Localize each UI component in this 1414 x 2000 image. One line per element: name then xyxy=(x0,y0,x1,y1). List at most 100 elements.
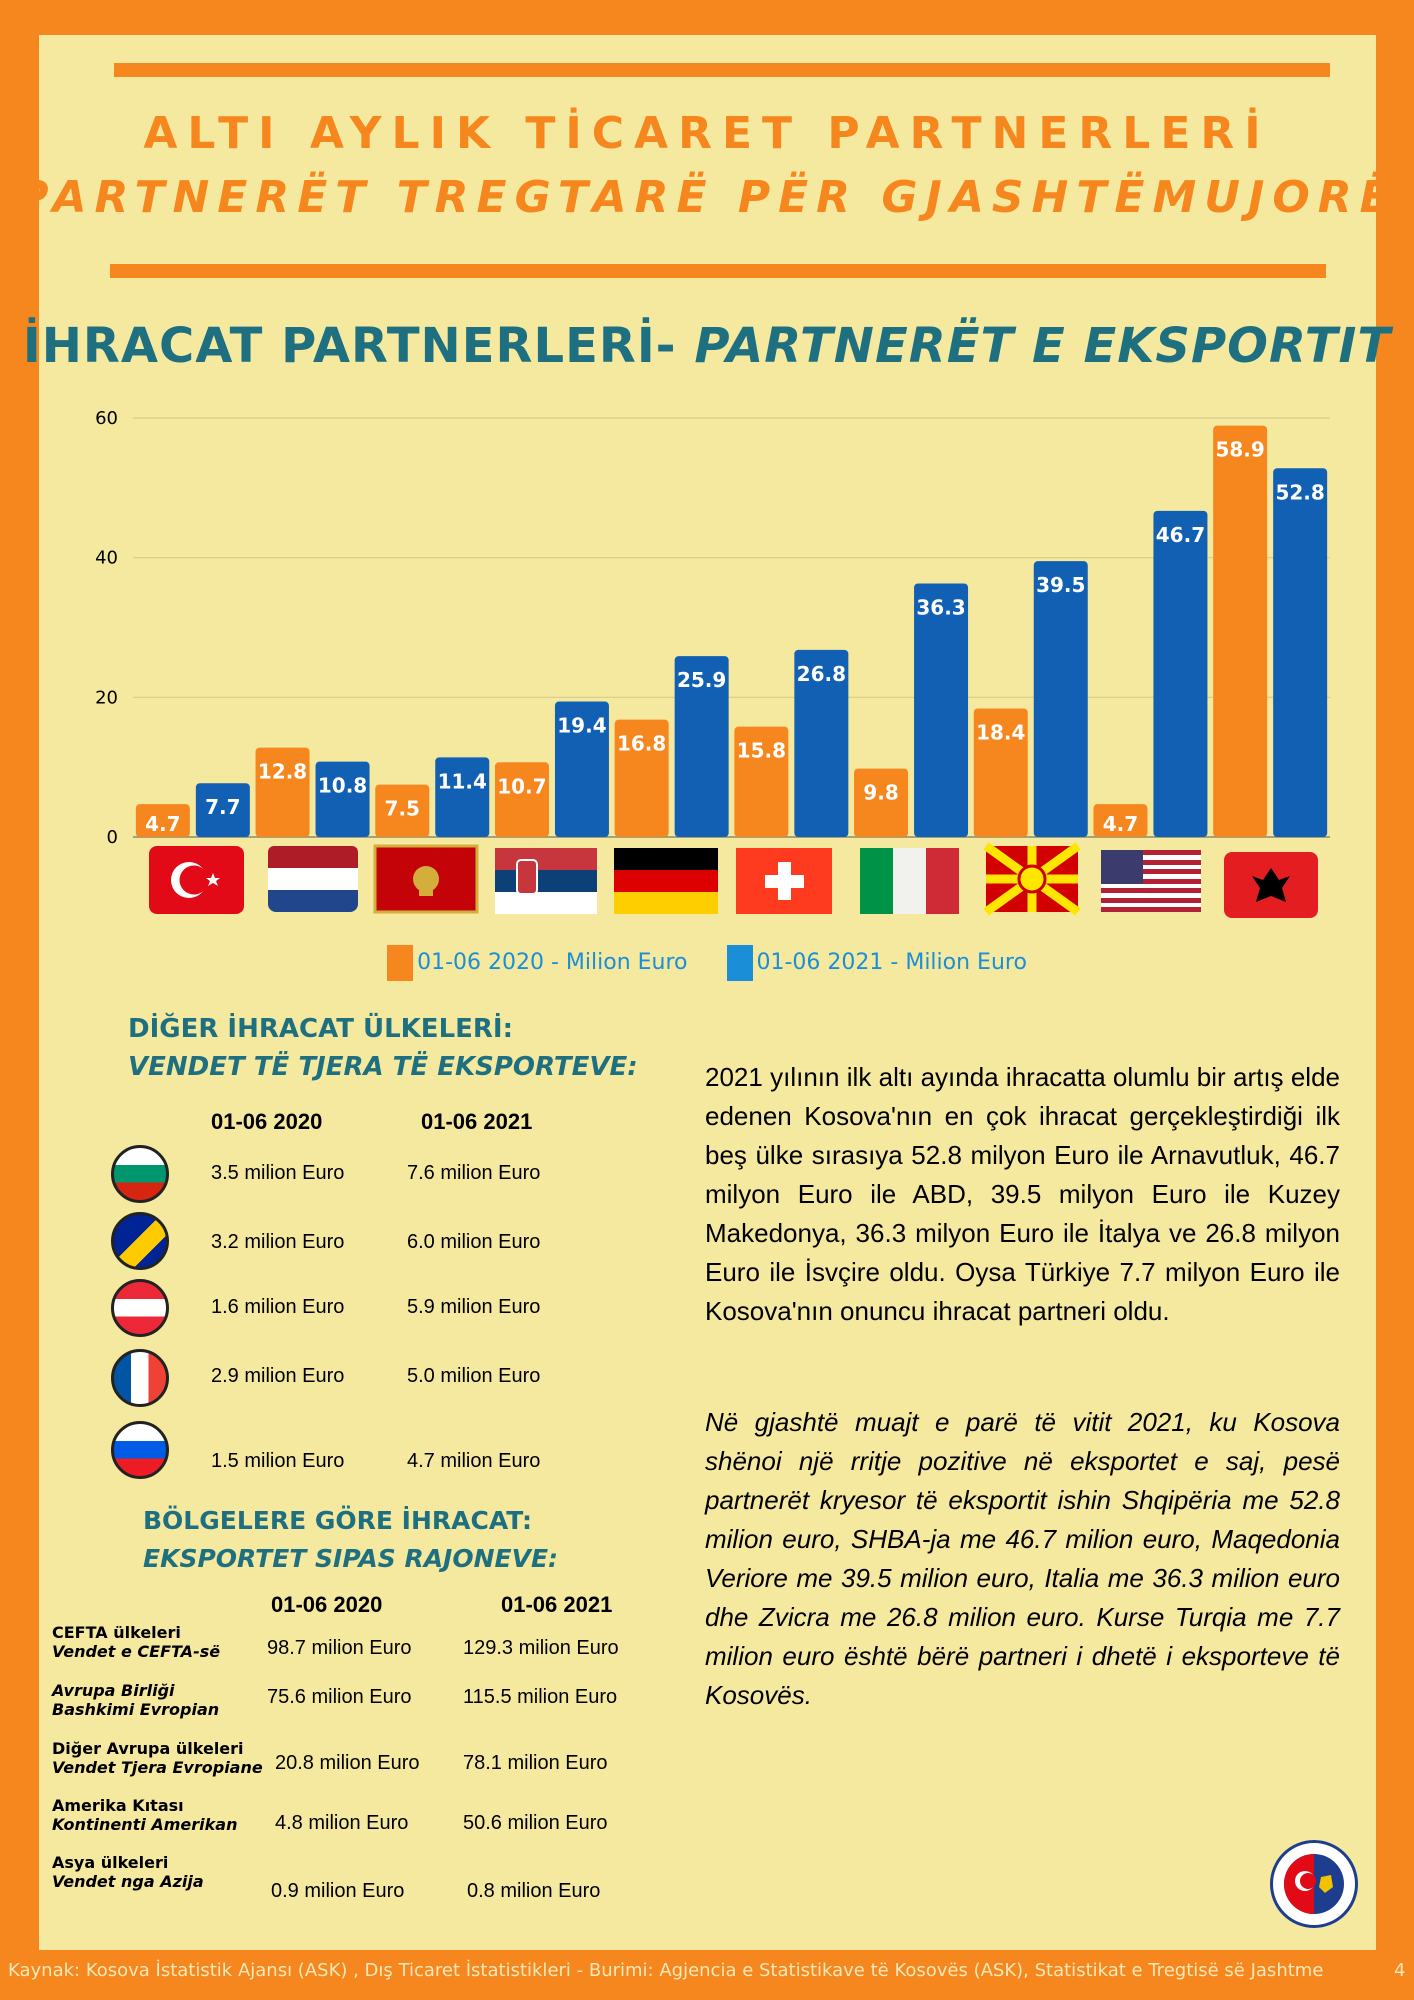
flag-bosnia-icon xyxy=(111,1212,169,1270)
region-row-2-sq: Bashkimi Evropian xyxy=(52,1700,220,1719)
other-row-3-2021: 5.9 milion Euro xyxy=(407,1296,541,1318)
bar-2020-5 xyxy=(614,719,669,837)
data-label-2021-4: 19.4 xyxy=(557,714,606,738)
bar-2020-6 xyxy=(734,726,789,837)
flag-france-icon xyxy=(111,1349,169,1407)
top-rule xyxy=(114,63,1330,77)
data-label-2020-4: 10.7 xyxy=(497,774,546,798)
bar-2020-3 xyxy=(375,784,430,837)
data-label-2021-3: 11.4 xyxy=(438,769,487,793)
bar-2021-3 xyxy=(435,757,490,837)
bar-2021-4 xyxy=(554,701,609,837)
region-row-5-label: Asya ülkeleri Vendet nga Azija xyxy=(52,1853,204,1891)
other-row-2-2020: 3.2 milion Euro xyxy=(211,1231,345,1253)
region-row-4-tr: Amerika Kıtası xyxy=(52,1796,184,1815)
region-row-1-sq: Vendet e CEFTA-së xyxy=(52,1642,221,1661)
data-label-2020-1: 4.7 xyxy=(145,812,180,836)
footer-source: Kaynak: Kosova İstatistik Ajansı (ASK) ,… xyxy=(8,1960,1324,1981)
bar-2021-2 xyxy=(315,761,370,837)
legend-label-2020: 01-06 2020 - Milion Euro xyxy=(417,950,688,975)
flag-montenegro-icon xyxy=(373,844,479,914)
bar-2021-9 xyxy=(1153,510,1208,837)
data-label-2021-2: 10.8 xyxy=(318,774,367,798)
content-panel xyxy=(39,35,1376,1950)
region-row-3-tr: Diğer Avrupa ülkeleri xyxy=(52,1739,244,1758)
legend-swatch-2021 xyxy=(726,945,753,981)
bar-2021-5 xyxy=(674,656,729,837)
region-row-5-tr: Asya ülkeleri xyxy=(52,1853,169,1872)
flag-turkey-icon xyxy=(149,846,244,914)
flag-netherlands-icon xyxy=(268,846,358,912)
title-turkish: ALTI AYLIK TİCARET PARTNERLERİ xyxy=(143,108,1271,159)
data-label-2021-1: 7.7 xyxy=(205,795,240,819)
chart-flags xyxy=(149,842,1318,918)
bar-2021-1 xyxy=(195,783,250,837)
y-tick-label: 0 xyxy=(107,827,118,848)
region-row-2-2020: 75.6 milion Euro xyxy=(267,1686,412,1708)
paragraph-turkish: 2021 yılının ilk altı ayında ihracatta o… xyxy=(705,1062,1340,1326)
regions-col-2020: 01-06 2020 xyxy=(271,1592,383,1617)
data-label-2020-9: 4.7 xyxy=(1103,812,1138,836)
legend-swatch-2020 xyxy=(387,945,414,981)
bar-2020-10 xyxy=(1213,425,1268,837)
region-row-1-2020: 98.7 milion Euro xyxy=(267,1637,412,1659)
chamber-logo-icon xyxy=(1270,1840,1358,1928)
chamber-logo-graphic xyxy=(1284,1854,1344,1914)
bar-2021-8 xyxy=(1033,561,1088,837)
data-label-2020-6: 15.8 xyxy=(737,739,786,763)
bar-2021-10 xyxy=(1273,468,1328,837)
bar-2020-8 xyxy=(973,708,1028,837)
region-row-2-label: Avrupa Birliği Bashkimi Evropian xyxy=(52,1681,219,1719)
regions-title-tr: BÖLGELERE GÖRE İHRACAT: xyxy=(143,1506,532,1535)
region-row-5-2021: 0.8 milion Euro xyxy=(467,1880,601,1902)
chart-grid: 0 20 40 60 xyxy=(95,408,1330,848)
other-row-4-2021: 5.0 milion Euro xyxy=(407,1365,541,1387)
data-label-2020-3: 7.5 xyxy=(385,797,420,821)
export-bar-chart: 0 20 40 60 4.7 7.7 12.8 10.8 7.5 11.4 10.7 19.4 16.… xyxy=(95,408,1330,918)
regions-col-2021: 01-06 2021 xyxy=(501,1592,613,1617)
title-albanian: PARTNERËT TREGTARË PËR GJASHTËMUJORË xyxy=(16,172,1398,223)
bar-2020-4 xyxy=(494,762,549,837)
data-label-2021-9: 46.7 xyxy=(1156,523,1205,547)
region-row-5-sq: Vendet nga Azija xyxy=(52,1872,204,1891)
region-row-1-label: CEFTA ülkeleri Vendet e CEFTA-së xyxy=(52,1623,220,1661)
other-row-1-2021: 7.6 milion Euro xyxy=(407,1162,541,1184)
other-exports-title-tr: DİĞER İHRACAT ÜLKELERİ: xyxy=(128,1014,513,1044)
other-col-2021: 01-06 2021 xyxy=(421,1109,533,1134)
other-row-2-2021: 6.0 milion Euro xyxy=(407,1231,541,1253)
bar-2020-2 xyxy=(255,747,310,837)
other-exports-title-sq: VENDET TË TJERA TË EKSPORTEVE: xyxy=(128,1052,638,1082)
y-tick-label: 40 xyxy=(95,548,118,569)
other-row-3-2020: 1.6 milion Euro xyxy=(211,1296,345,1318)
data-label-2020-2: 12.8 xyxy=(258,760,307,784)
chart-bars: 4.7 7.7 12.8 10.8 7.5 11.4 10.7 19.4 16.8 25.9 15.… xyxy=(135,425,1328,837)
region-row-1-tr: CEFTA ülkeleri xyxy=(52,1623,181,1642)
other-row-5-2020: 1.5 milion Euro xyxy=(211,1450,345,1472)
flag-switzerland-icon xyxy=(736,848,832,914)
export-partners-title: İHRACAT PARTNERLERİ- PARTNERËT E EKSPORT… xyxy=(0,318,1414,374)
other-col-2020: 01-06 2020 xyxy=(211,1109,323,1134)
flag-bulgaria-icon xyxy=(111,1145,169,1203)
region-row-3-sq: Vendet Tjera Evropiane xyxy=(52,1758,263,1777)
other-row-4-2020: 2.9 milion Euro xyxy=(211,1365,345,1387)
legend-item-2020: 01-06 2020 - Milion Euro xyxy=(387,945,688,981)
regions-title-sq: EKSPORTET SIPAS RAJONEVE: xyxy=(143,1544,559,1573)
region-row-4-2020: 4.8 milion Euro xyxy=(275,1812,409,1834)
data-label-2020-7: 9.8 xyxy=(863,781,898,805)
bar-2020-9 xyxy=(1093,804,1148,837)
y-tick-label: 60 xyxy=(95,408,118,429)
region-row-2-2021: 115.5 milion Euro xyxy=(463,1686,618,1708)
flag-usa-icon xyxy=(1101,850,1201,912)
regions-title: BÖLGELERE GÖRE İHRACAT: EKSPORTET SIPAS … xyxy=(143,1502,558,1578)
data-label-2021-5: 25.9 xyxy=(677,668,726,692)
flag-germany-icon xyxy=(614,848,718,914)
export-title-sq: PARTNERËT E EKSPORTIT xyxy=(694,318,1392,374)
bar-2021-6 xyxy=(794,649,849,837)
data-label-2020-8: 18.4 xyxy=(976,721,1025,745)
chart-legend: 01-06 2020 - Milion Euro 01-06 2021 - Mi… xyxy=(0,945,1414,981)
other-row-5-2021: 4.7 milion Euro xyxy=(407,1450,541,1472)
data-label-2021-7: 36.3 xyxy=(916,596,965,620)
flag-albania-icon xyxy=(1224,852,1318,918)
flag-italy-icon xyxy=(860,848,959,914)
export-title-tr: İHRACAT PARTNERLERİ- xyxy=(22,318,677,374)
